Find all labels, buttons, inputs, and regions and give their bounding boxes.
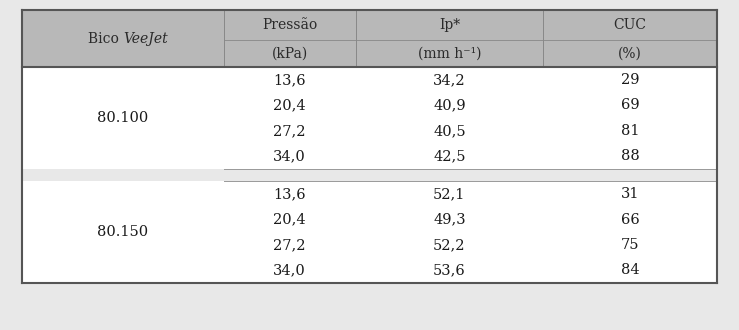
Text: 27,2: 27,2 xyxy=(273,238,306,252)
Text: 49,3: 49,3 xyxy=(433,213,466,227)
Bar xyxy=(22,169,717,182)
Text: 81: 81 xyxy=(621,124,639,138)
Text: 20,4: 20,4 xyxy=(273,213,306,227)
Text: 13,6: 13,6 xyxy=(273,73,306,87)
Text: 13,6: 13,6 xyxy=(273,187,306,201)
Text: 20,4: 20,4 xyxy=(273,98,306,113)
Text: 40,5: 40,5 xyxy=(433,124,466,138)
Text: 34,0: 34,0 xyxy=(273,263,306,278)
Text: 29: 29 xyxy=(621,73,639,87)
Text: 88: 88 xyxy=(621,149,639,163)
Text: (%): (%) xyxy=(618,47,642,60)
Text: Bico: Bico xyxy=(88,32,123,46)
Bar xyxy=(22,182,717,283)
Text: 52,2: 52,2 xyxy=(433,238,466,252)
Text: (kPa): (kPa) xyxy=(271,47,307,60)
Text: Pressão: Pressão xyxy=(262,18,317,32)
Text: VeeJet: VeeJet xyxy=(123,32,168,46)
Text: 53,6: 53,6 xyxy=(433,263,466,278)
Text: 34,0: 34,0 xyxy=(273,149,306,163)
Text: 52,1: 52,1 xyxy=(433,187,466,201)
Text: 42,5: 42,5 xyxy=(433,149,466,163)
Text: 34,2: 34,2 xyxy=(433,73,466,87)
Text: 75: 75 xyxy=(621,238,639,252)
Text: 31: 31 xyxy=(621,187,639,201)
Text: 80.100: 80.100 xyxy=(98,111,149,125)
Text: 69: 69 xyxy=(621,98,639,113)
Text: 66: 66 xyxy=(621,213,639,227)
Text: Ip*: Ip* xyxy=(439,18,460,32)
Text: (mm h⁻¹): (mm h⁻¹) xyxy=(418,47,481,60)
Text: 40,9: 40,9 xyxy=(433,98,466,113)
Bar xyxy=(22,67,717,169)
Text: 27,2: 27,2 xyxy=(273,124,306,138)
Text: 80.150: 80.150 xyxy=(98,225,149,239)
Text: CUC: CUC xyxy=(613,18,647,32)
Bar xyxy=(22,10,717,67)
Text: 84: 84 xyxy=(621,263,639,278)
